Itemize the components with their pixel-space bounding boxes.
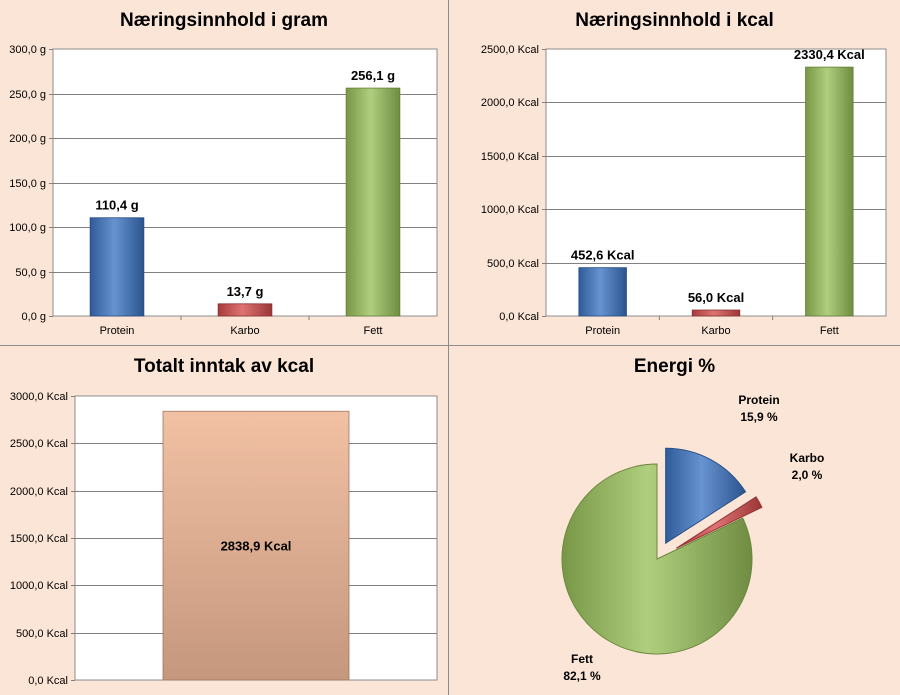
grams-data-label: 256,1 g xyxy=(351,68,395,83)
total-kcal-bar-chart: 0,0 Kcal 500,0 Kcal 1000,0 Kcal 1500,0 Kcal… xyxy=(10,391,438,687)
pie-label-name: Karbo xyxy=(790,451,825,465)
grams-bar-karbo xyxy=(217,303,273,317)
kcal-y-tick-label: 500,0 Kcal xyxy=(487,258,539,270)
kcal-x-tick-label: Fett xyxy=(820,325,839,337)
energy-chart-title: Energi % xyxy=(633,356,716,377)
grams-y-tick-label: 250,0 g xyxy=(9,89,46,101)
pie-slice-fett xyxy=(561,463,753,655)
grams-y-tick-label: 0,0 g xyxy=(22,311,46,323)
kcal-data-label: 56,0 Kcal xyxy=(688,290,744,305)
kcal-x-tick-label: Protein xyxy=(585,325,620,337)
grams-y-tick-label: 150,0 g xyxy=(9,178,46,190)
grams-y-tick-label: 200,0 g xyxy=(9,133,46,145)
energy-pie-chart: Protein 15,9 % Karbo 2,0 % Fett 82,1 % xyxy=(561,393,825,683)
grams-y-tick-label: 300,0 g xyxy=(9,44,46,56)
kcal-data-label: 2330,4 Kcal xyxy=(794,47,865,62)
grams-x-tick-label: Karbo xyxy=(230,325,259,337)
kcal-bar-protein xyxy=(578,267,627,317)
kcal-y-tick-label: 1000,0 Kcal xyxy=(481,204,539,216)
grams-chart-panel: Næringsinnhold i gram 0,0 g 50,0 g 100,0 g… xyxy=(0,0,449,346)
total-y-tick-label: 3000,0 Kcal xyxy=(10,391,68,403)
energy-chart-panel: Energi % Protein 15,9 % Karbo 2,0 % Fett 82,1… xyxy=(449,346,900,695)
grams-data-label: 13,7 g xyxy=(227,284,264,299)
total-chart-title: Totalt inntak av kcal xyxy=(133,356,315,377)
total-chart-panel: Totalt inntak av kcal 0,0 Kcal 500,0 Kcal… xyxy=(0,346,449,695)
grams-bar-fett xyxy=(345,87,401,317)
grams-x-tick-label: Protein xyxy=(100,325,135,337)
kcal-y-tick-label: 1500,0 Kcal xyxy=(481,151,539,163)
kcal-bar-fett xyxy=(805,66,854,317)
total-y-tick-label: 1500,0 Kcal xyxy=(10,533,68,545)
kcal-x-tick-label: Karbo xyxy=(701,325,730,337)
total-y-tick-label: 500,0 Kcal xyxy=(16,628,68,640)
total-y-tick-label: 1000,0 Kcal xyxy=(10,580,68,592)
grams-data-label: 110,4 g xyxy=(95,198,138,213)
total-y-tick-label: 2000,0 Kcal xyxy=(10,486,68,498)
pie-label-value: 82,1 % xyxy=(563,669,601,683)
grams-bar-chart: 0,0 g 50,0 g 100,0 g 150,0 g 200,0 g 250,0 g 3… xyxy=(9,44,438,337)
kcal-bar-chart: 0,0 Kcal 500,0 Kcal 1000,0 Kcal 1500,0 Kcal… xyxy=(481,44,887,337)
kcal-y-tick-label: 2500,0 Kcal xyxy=(481,44,539,56)
pie-label-value: 15,9 % xyxy=(740,410,778,424)
kcal-y-tick-label: 0,0 Kcal xyxy=(499,311,539,323)
pie-slice-protein xyxy=(665,447,747,545)
pie-label-name: Fett xyxy=(571,652,593,666)
kcal-chart-panel: Næringsinnhold i kcal 0,0 Kcal 500,0 Kcal… xyxy=(449,0,900,346)
kcal-bar-karbo xyxy=(691,309,741,317)
total-data-label: 2838,9 Kcal xyxy=(221,539,292,554)
pie-label-value: 2,0 % xyxy=(792,468,823,482)
total-y-tick-label: 0,0 Kcal xyxy=(28,675,68,687)
pie-slice-karbo xyxy=(675,496,763,549)
total-bar-total xyxy=(162,410,350,681)
grams-chart-title: Næringsinnhold i gram xyxy=(120,10,328,31)
kcal-chart-title: Næringsinnhold i kcal xyxy=(575,10,774,31)
kcal-y-tick-label: 2000,0 Kcal xyxy=(481,97,539,109)
total-y-tick-label: 2500,0 Kcal xyxy=(10,438,68,450)
kcal-data-label: 452,6 Kcal xyxy=(571,248,635,263)
grams-x-tick-label: Fett xyxy=(364,325,383,337)
grams-y-tick-label: 50,0 g xyxy=(15,267,46,279)
grams-bar-protein xyxy=(89,217,145,317)
grams-y-tick-label: 100,0 g xyxy=(9,222,46,234)
pie-label-name: Protein xyxy=(738,393,779,407)
